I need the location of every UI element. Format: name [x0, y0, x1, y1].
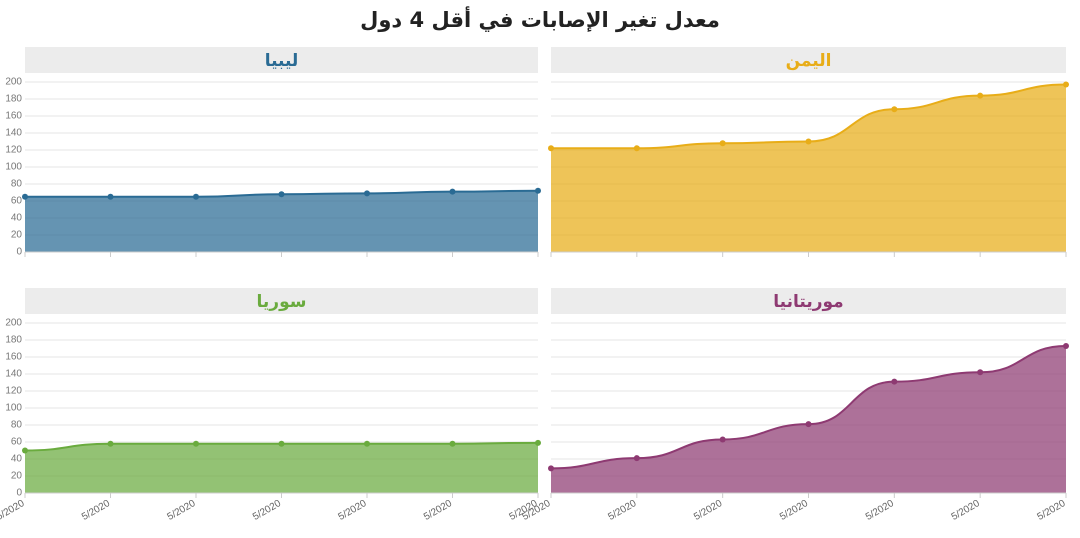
y-tick-label: 40 — [11, 454, 23, 465]
point — [633, 455, 640, 462]
y-tick-label: 0 — [16, 488, 22, 499]
point — [719, 436, 726, 443]
point — [449, 188, 456, 195]
y-tick-label: 20 — [11, 471, 23, 482]
y-tick-label: 200 — [5, 77, 22, 88]
point — [891, 106, 898, 113]
point — [719, 140, 726, 147]
panel-title: موريتانيا — [773, 292, 843, 312]
y-tick-label: 120 — [5, 386, 22, 397]
y-tick-label: 20 — [11, 230, 23, 241]
x-tick-label: 5/2020 — [1036, 498, 1068, 523]
panel-header — [25, 47, 538, 73]
x-tick-label: 5/2020 — [80, 498, 112, 523]
point — [22, 447, 28, 454]
x-tick-label: 5/2020 — [692, 498, 724, 523]
y-tick-label: 80 — [11, 179, 23, 190]
y-tick-label: 160 — [5, 111, 22, 122]
chart-title: معدل تغير الإصابات في أقل 4 دول — [360, 5, 720, 32]
area-fill — [25, 190, 538, 252]
area-fill — [551, 84, 1066, 252]
point — [193, 440, 199, 447]
x-tick-label: 5/2020 — [251, 498, 283, 523]
panel-title: سوريا — [257, 292, 307, 312]
point — [22, 193, 28, 200]
point — [278, 440, 285, 447]
panel-header — [25, 288, 538, 314]
point — [535, 187, 541, 194]
point — [193, 193, 199, 200]
point — [107, 193, 114, 200]
point — [1063, 342, 1069, 349]
y-tick-label: 120 — [5, 145, 22, 156]
y-tick-label: 140 — [5, 369, 22, 380]
x-tick-label: 5/2020 — [166, 498, 198, 523]
panel-header — [551, 288, 1066, 314]
y-tick-label: 60 — [11, 196, 23, 207]
point — [107, 440, 114, 447]
area-fill — [25, 442, 538, 493]
point — [364, 190, 370, 197]
y-tick-label: 100 — [5, 403, 22, 414]
area-fill — [551, 345, 1066, 493]
point — [805, 421, 812, 428]
y-tick-label: 60 — [11, 437, 23, 448]
point — [535, 439, 541, 446]
y-tick-label: 180 — [5, 94, 22, 105]
point — [278, 191, 285, 198]
point — [805, 138, 812, 145]
x-tick-label: 5/2020 — [778, 498, 810, 523]
x-tick-label: 5/2020 — [950, 498, 982, 523]
y-tick-label: 160 — [5, 352, 22, 363]
y-tick-label: 40 — [11, 213, 23, 224]
panel-header — [551, 47, 1066, 73]
x-tick-label: 5/2020 — [0, 498, 27, 523]
point — [364, 440, 370, 447]
y-tick-label: 100 — [5, 162, 22, 173]
y-tick-label: 0 — [16, 247, 22, 258]
y-tick-label: 180 — [5, 335, 22, 346]
y-tick-label: 80 — [11, 420, 23, 431]
y-tick-label: 200 — [5, 318, 22, 329]
x-tick-label: 5/2020 — [606, 498, 638, 523]
panel-title: ليبيا — [265, 51, 299, 71]
x-tick-label: 5/2020 — [864, 498, 896, 523]
point — [548, 145, 554, 152]
point — [977, 92, 984, 99]
point — [449, 440, 456, 447]
x-tick-label: 5/2020 — [521, 498, 553, 523]
point — [1063, 81, 1069, 88]
point — [977, 369, 984, 376]
x-tick-label: 5/2020 — [422, 498, 454, 523]
point — [633, 145, 640, 152]
panel-title: اليمن — [786, 51, 832, 71]
y-tick-label: 140 — [5, 128, 22, 139]
x-tick-label: 5/2020 — [337, 498, 369, 523]
point — [891, 378, 898, 385]
point — [548, 465, 554, 472]
